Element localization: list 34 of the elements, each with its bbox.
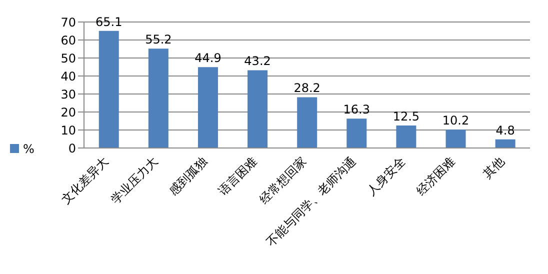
- y-tick-label: 30: [60, 87, 76, 102]
- data-label: 55.2: [145, 32, 172, 47]
- y-tick-label: 0: [68, 141, 76, 156]
- bar: [198, 67, 218, 148]
- data-label: 12.5: [392, 110, 420, 124]
- y-tick-label: 40: [60, 69, 76, 84]
- x-tick-label: 人身安全: [364, 154, 408, 198]
- x-tick-label: 文化差异大: [58, 154, 111, 207]
- data-label: 28.2: [294, 81, 320, 96]
- y-tick-label: 60: [60, 33, 76, 48]
- y-tick-label: 20: [60, 105, 76, 120]
- bar: [346, 118, 367, 148]
- bar: [297, 97, 318, 148]
- bar: [248, 70, 268, 148]
- legend-label: %: [23, 142, 34, 156]
- y-tick-label: 50: [60, 51, 76, 66]
- y-tick-label: 70: [60, 15, 76, 30]
- data-label: 65.1: [96, 14, 122, 29]
- data-label: 10.2: [442, 114, 470, 128]
- bar: [495, 139, 516, 148]
- data-label: 16.3: [343, 102, 370, 117]
- bar: [148, 48, 168, 148]
- x-tick-label: 经济困难: [414, 154, 458, 198]
- bar: [396, 126, 416, 148]
- x-tick-label: 其他: [480, 154, 508, 182]
- bar: [98, 30, 119, 148]
- x-tick-label: 语言困难: [216, 154, 260, 198]
- data-label: 4.8: [496, 123, 515, 138]
- data-label: 43.2: [244, 54, 271, 68]
- bar: [446, 130, 466, 148]
- x-tick-label: 学业压力大: [108, 154, 160, 207]
- data-label: 44.9: [194, 51, 222, 66]
- y-tick-label: 10: [60, 123, 76, 138]
- x-tick-label: 感到孤独: [166, 154, 210, 198]
